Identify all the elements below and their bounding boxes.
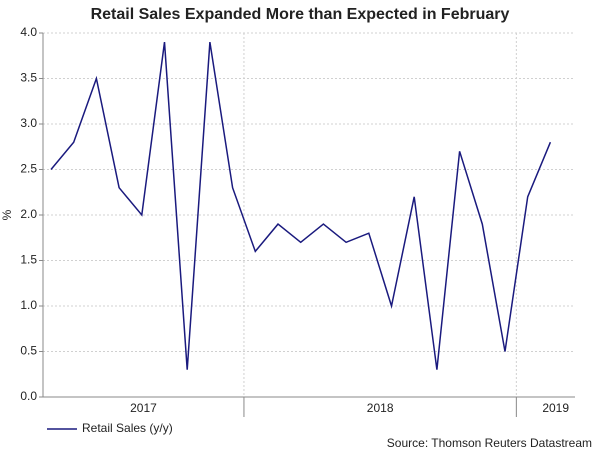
x-tick-label: 2017 [130,401,157,415]
x-tick-label: 2019 [542,401,569,415]
y-tick-label: 0.0 [20,389,37,403]
y-tick-label: 2.0 [20,207,37,221]
y-tick-label: 0.5 [20,344,37,358]
line [50,41,552,370]
y-tick-label: 1.5 [20,253,37,267]
y-axis-label: % [0,209,14,220]
x-tick-label: 2018 [367,401,394,415]
chart-title: Retail Sales Expanded More than Expected… [91,6,510,23]
legend-label: Retail Sales (y/y) [82,421,173,435]
y-tick-label: 2.5 [20,162,37,176]
y-tick-label: 4.0 [20,25,37,39]
y-tick-label: 3.5 [20,71,37,85]
y-tick-label: 3.0 [20,116,37,130]
source: Source: Thomson Reuters Datastream [387,436,592,450]
y-tick-label: 1.0 [20,298,37,312]
